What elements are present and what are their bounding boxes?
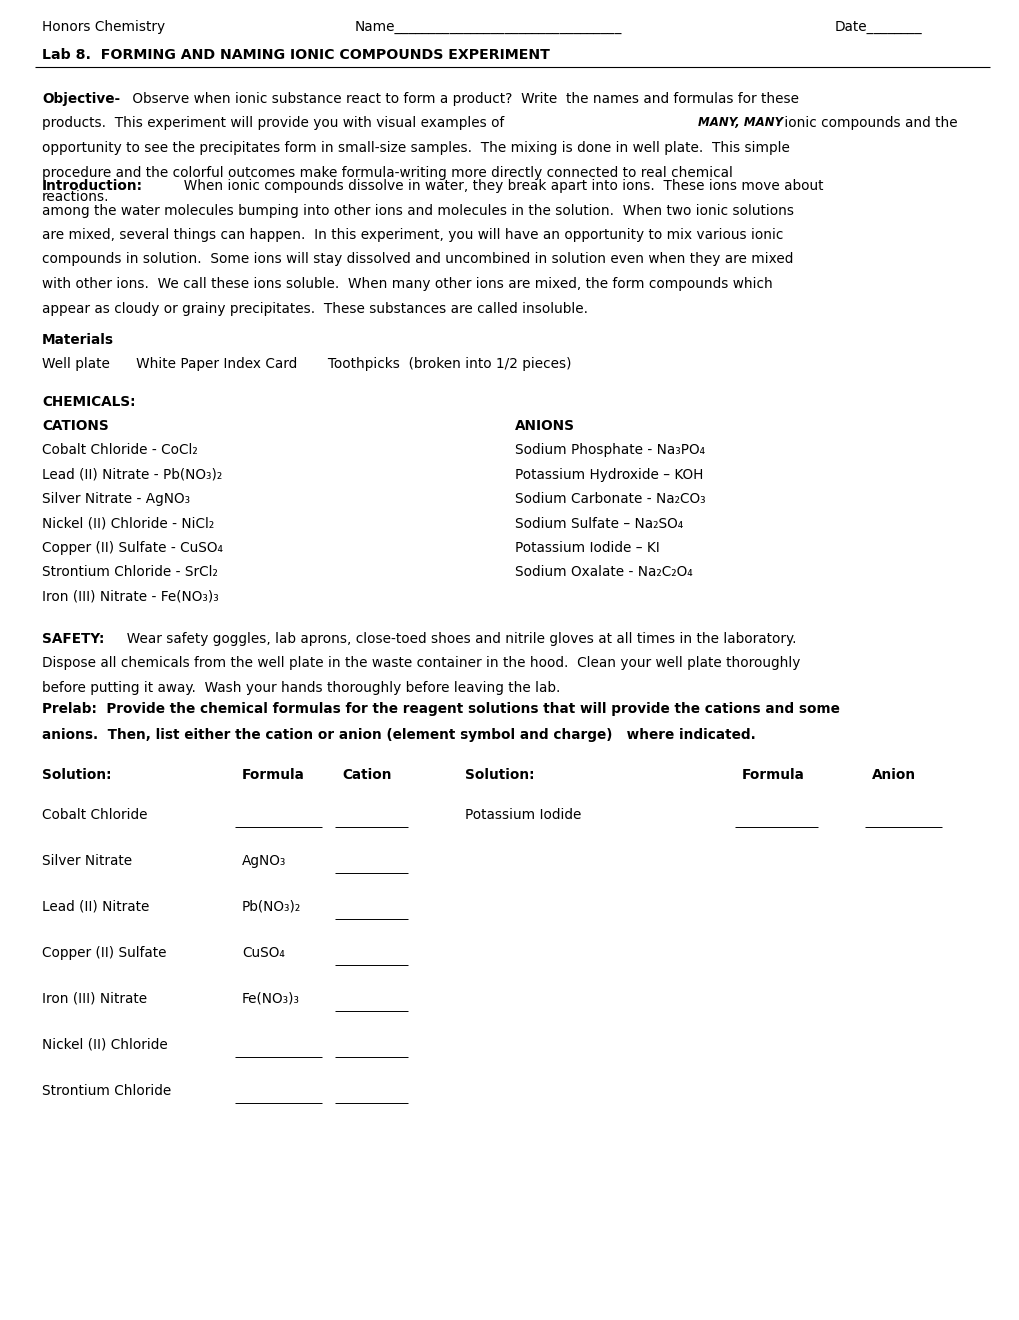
- Text: Sodium Phosphate - Na₃PO₄: Sodium Phosphate - Na₃PO₄: [515, 444, 704, 457]
- Text: Cobalt Chloride: Cobalt Chloride: [42, 808, 148, 822]
- Text: Copper (II) Sulfate - CuSO₄: Copper (II) Sulfate - CuSO₄: [42, 541, 223, 554]
- Text: procedure and the colorful outcomes make formula-writing more directly connected: procedure and the colorful outcomes make…: [42, 165, 733, 180]
- Text: Lab 8.  FORMING AND NAMING IONIC COMPOUNDS EXPERIMENT: Lab 8. FORMING AND NAMING IONIC COMPOUND…: [42, 48, 549, 62]
- Text: ANIONS: ANIONS: [515, 418, 575, 433]
- Text: Observe when ionic substance react to form a product?  Write  the names and form: Observe when ionic substance react to fo…: [127, 92, 798, 106]
- Text: MANY, MANY: MANY, MANY: [698, 116, 783, 129]
- Text: Solution:: Solution:: [465, 768, 534, 781]
- Text: Anion: Anion: [871, 768, 915, 781]
- Text: reactions.: reactions.: [42, 190, 109, 205]
- Text: Sodium Sulfate – Na₂SO₄: Sodium Sulfate – Na₂SO₄: [515, 516, 683, 531]
- Text: Materials: Materials: [42, 333, 114, 347]
- Text: Prelab:  Provide the chemical formulas for the reagent solutions that will provi: Prelab: Provide the chemical formulas fo…: [42, 702, 839, 715]
- Text: Lead (II) Nitrate - Pb(NO₃)₂: Lead (II) Nitrate - Pb(NO₃)₂: [42, 467, 222, 482]
- Text: Dispose all chemicals from the well plate in the waste container in the hood.  C: Dispose all chemicals from the well plat…: [42, 656, 800, 671]
- Text: Formula: Formula: [741, 768, 804, 781]
- Text: appear as cloudy or grainy precipitates.  These substances are called insoluble.: appear as cloudy or grainy precipitates.…: [42, 301, 587, 315]
- Text: Date________: Date________: [835, 20, 922, 34]
- Text: anions.  Then, list either the cation or anion (element symbol and charge)   whe: anions. Then, list either the cation or …: [42, 729, 755, 742]
- Text: Cobalt Chloride - CoCl₂: Cobalt Chloride - CoCl₂: [42, 444, 198, 457]
- Text: before putting it away.  Wash your hands thoroughly before leaving the lab.: before putting it away. Wash your hands …: [42, 681, 559, 696]
- Text: CuSO₄: CuSO₄: [242, 946, 284, 960]
- Text: Lead (II) Nitrate: Lead (II) Nitrate: [42, 900, 149, 913]
- Text: Wear safety goggles, lab aprons, close-toed shoes and nitrile gloves at all time: Wear safety goggles, lab aprons, close-t…: [118, 632, 796, 645]
- Text: Introduction:: Introduction:: [42, 180, 143, 193]
- Text: with other ions.  We call these ions soluble.  When many other ions are mixed, t: with other ions. We call these ions solu…: [42, 277, 772, 290]
- Text: Sodium Oxalate - Na₂C₂O₄: Sodium Oxalate - Na₂C₂O₄: [515, 565, 692, 579]
- Text: Cation: Cation: [341, 768, 391, 781]
- Text: products.  This experiment will provide you with visual examples of: products. This experiment will provide y…: [42, 116, 508, 131]
- Text: Pb(NO₃)₂: Pb(NO₃)₂: [242, 900, 301, 913]
- Text: Sodium Carbonate - Na₂CO₃: Sodium Carbonate - Na₂CO₃: [515, 492, 705, 506]
- Text: Name_________________________________: Name_________________________________: [355, 20, 622, 34]
- Text: SAFETY:: SAFETY:: [42, 632, 104, 645]
- Text: Silver Nitrate: Silver Nitrate: [42, 854, 132, 869]
- Text: Fe(NO₃)₃: Fe(NO₃)₃: [242, 993, 300, 1006]
- Text: Silver Nitrate - AgNO₃: Silver Nitrate - AgNO₃: [42, 492, 190, 506]
- Text: are mixed, several things can happen.  In this experiment, you will have an oppo: are mixed, several things can happen. In…: [42, 228, 783, 242]
- Text: Strontium Chloride: Strontium Chloride: [42, 1084, 171, 1098]
- Text: Objective-: Objective-: [42, 92, 120, 106]
- Text: Potassium Iodide – KI: Potassium Iodide – KI: [515, 541, 659, 554]
- Text: Nickel (II) Chloride: Nickel (II) Chloride: [42, 1038, 167, 1052]
- Text: Nickel (II) Chloride - NiCl₂: Nickel (II) Chloride - NiCl₂: [42, 516, 214, 531]
- Text: among the water molecules bumping into other ions and molecules in the solution.: among the water molecules bumping into o…: [42, 203, 793, 218]
- Text: AgNO₃: AgNO₃: [242, 854, 286, 869]
- Text: CHEMICALS:: CHEMICALS:: [42, 395, 136, 409]
- Text: Potassium Hydroxide – KOH: Potassium Hydroxide – KOH: [515, 467, 703, 482]
- Text: Formula: Formula: [242, 768, 305, 781]
- Text: When ionic compounds dissolve in water, they break apart into ions.  These ions : When ionic compounds dissolve in water, …: [175, 180, 822, 193]
- Text: Potassium Iodide: Potassium Iodide: [465, 808, 581, 822]
- Text: Strontium Chloride - SrCl₂: Strontium Chloride - SrCl₂: [42, 565, 218, 579]
- Text: Well plate      White Paper Index Card       Toothpicks  (broken into 1/2 pieces: Well plate White Paper Index Card Toothp…: [42, 356, 571, 371]
- Text: ionic compounds and the: ionic compounds and the: [780, 116, 957, 131]
- Text: Copper (II) Sulfate: Copper (II) Sulfate: [42, 946, 166, 960]
- Text: CATIONS: CATIONS: [42, 418, 109, 433]
- Text: Iron (III) Nitrate - Fe(NO₃)₃: Iron (III) Nitrate - Fe(NO₃)₃: [42, 590, 218, 605]
- Text: Iron (III) Nitrate: Iron (III) Nitrate: [42, 993, 147, 1006]
- Text: compounds in solution.  Some ions will stay dissolved and uncombined in solution: compounds in solution. Some ions will st…: [42, 252, 793, 267]
- Text: opportunity to see the precipitates form in small-size samples.  The mixing is d: opportunity to see the precipitates form…: [42, 141, 789, 154]
- Text: Honors Chemistry: Honors Chemistry: [42, 20, 165, 34]
- Text: Solution:: Solution:: [42, 768, 111, 781]
